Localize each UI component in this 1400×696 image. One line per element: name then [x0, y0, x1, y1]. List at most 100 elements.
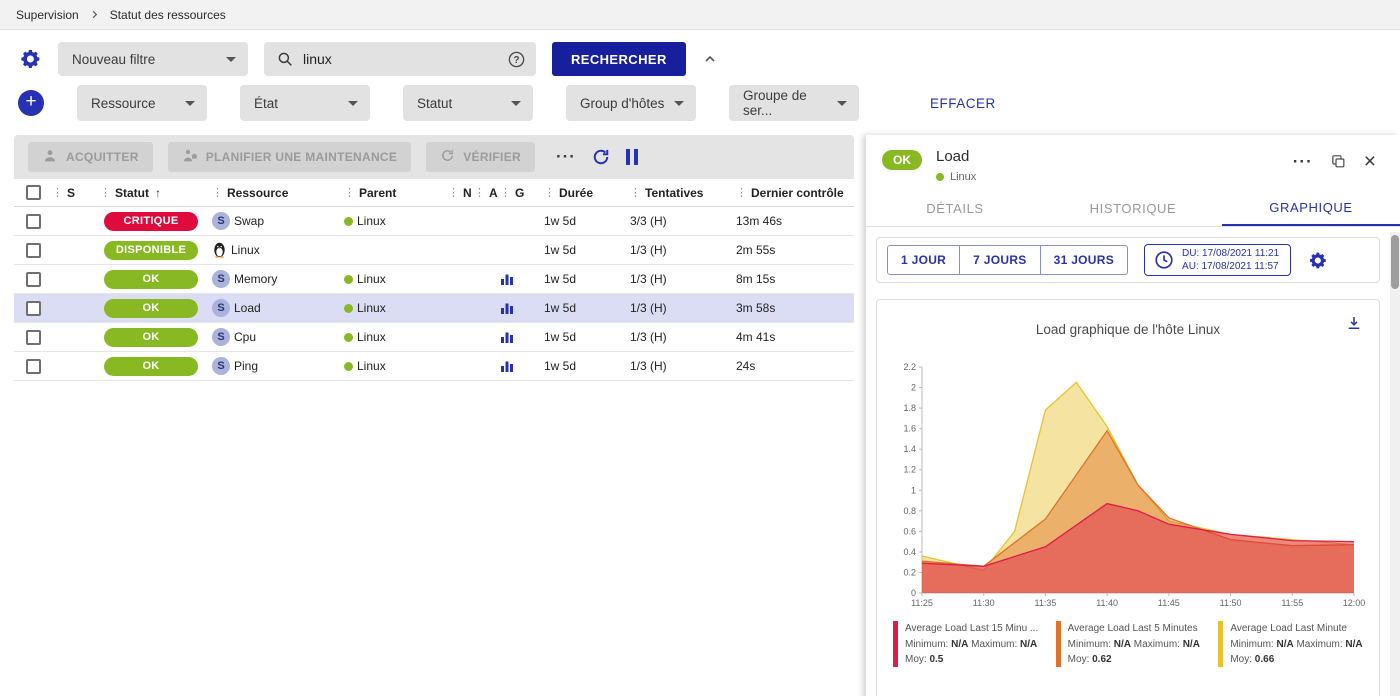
column-drag-handle-icon[interactable]: ⋮ — [448, 186, 459, 199]
search-button[interactable]: RECHERCHER — [552, 42, 686, 76]
criteria-label: État — [254, 96, 278, 111]
svg-text:1.6: 1.6 — [903, 424, 916, 434]
range-button-1[interactable]: 1 JOUR — [887, 245, 960, 275]
breadcrumb-item-supervision[interactable]: Supervision — [16, 8, 79, 22]
column-header-7[interactable]: ⋮G — [498, 179, 542, 206]
legend-min-max: Minimum: N/A Maximum: N/A — [905, 637, 1038, 653]
table-row[interactable]: OKSMemoryLinux1w 5d1/3 (H)8m 15s — [14, 265, 854, 294]
criteria-select-group-hotes[interactable]: Group d'hôtes — [566, 85, 696, 121]
breadcrumb: Supervision Statut des ressources — [0, 0, 1400, 30]
filter-area: Nouveau filtre ? RECHERCHER + Ressource … — [0, 30, 1400, 135]
duration-value: 1w 5d — [544, 272, 576, 286]
criteria-label: Group d'hôtes — [580, 96, 664, 111]
table-header-row: ⋮S⋮Statut↑⋮Ressource⋮Parent⋮N⋮A⋮G⋮Durée⋮… — [14, 179, 854, 207]
svg-text:11:50: 11:50 — [1220, 598, 1242, 608]
column-drag-handle-icon[interactable]: ⋮ — [212, 186, 223, 199]
caret-down-icon — [511, 101, 521, 106]
column-header-8[interactable]: ⋮Durée — [542, 179, 628, 206]
caret-down-icon — [226, 57, 236, 62]
column-drag-handle-icon[interactable]: ⋮ — [544, 186, 555, 199]
table-row[interactable]: OKSLoadLinux1w 5d1/3 (H)3m 58s — [14, 294, 854, 323]
row-checkbox[interactable] — [26, 359, 41, 374]
parent-status-dot — [344, 275, 353, 284]
column-drag-handle-icon[interactable]: ⋮ — [474, 186, 485, 199]
panel-content: 1 JOUR7 JOURS31 JOURS DU: 17/08/2021 11:… — [866, 227, 1400, 696]
download-graph-icon[interactable] — [1345, 314, 1363, 337]
close-panel-icon[interactable]: × — [1364, 151, 1376, 172]
legend-color-bar — [1218, 621, 1223, 667]
row-checkbox[interactable] — [26, 214, 41, 229]
check-button[interactable]: VÉRIFIER — [426, 142, 535, 172]
table-row[interactable]: OKSPingLinux1w 5d1/3 (H)24s — [14, 352, 854, 381]
column-header-5[interactable]: ⋮N — [446, 179, 472, 206]
pause-icon[interactable] — [626, 149, 638, 165]
range-button-3[interactable]: 31 JOURS — [1041, 245, 1128, 275]
sort-ascending-icon[interactable]: ↑ — [155, 186, 161, 200]
column-label: Tentatives — [645, 186, 703, 200]
tab-historique[interactable]: HISTORIQUE — [1044, 190, 1222, 226]
tab-details[interactable]: DÉTAILS — [866, 190, 1044, 226]
column-drag-handle-icon[interactable]: ⋮ — [100, 186, 111, 199]
parent-status-dot — [344, 217, 353, 226]
saved-filter-select[interactable]: Nouveau filtre — [58, 42, 248, 76]
check-label: VÉRIFIER — [463, 150, 521, 164]
graph-icon[interactable] — [500, 330, 514, 344]
panel-scrollbar-thumb[interactable] — [1391, 235, 1399, 289]
chevron-right-icon — [89, 9, 100, 20]
column-drag-handle-icon[interactable]: ⋮ — [52, 186, 63, 199]
caret-down-icon — [348, 101, 358, 106]
column-drag-handle-icon[interactable]: ⋮ — [630, 186, 641, 199]
last-check-value: 3m 58s — [736, 301, 775, 315]
tab-graphique[interactable]: GRAPHIQUE — [1222, 190, 1400, 226]
legend-item[interactable]: Average Load Last 15 Minu ...Minimum: N/… — [893, 621, 1046, 668]
refresh-icon[interactable] — [591, 147, 611, 167]
maintenance-button[interactable]: PLANIFIER UNE MAINTENANCE — [168, 142, 412, 172]
panel-more-actions-icon[interactable]: ··· — [1293, 152, 1313, 172]
clear-filters-button[interactable]: EFFACER — [930, 96, 996, 111]
row-checkbox[interactable] — [26, 301, 41, 316]
column-drag-handle-icon[interactable]: ⋮ — [500, 186, 511, 199]
help-icon[interactable]: ? — [507, 50, 526, 69]
filter-settings-gear-icon[interactable] — [18, 47, 42, 71]
column-header-1[interactable]: ⋮S — [50, 179, 98, 206]
row-checkbox[interactable] — [26, 243, 41, 258]
criteria-select-statut[interactable]: Statut — [403, 85, 533, 121]
graph-icon[interactable] — [500, 272, 514, 286]
criteria-select-groupe-services[interactable]: Groupe de ser... — [729, 85, 859, 121]
breadcrumb-item-current[interactable]: Statut des ressources — [110, 8, 226, 22]
tries-value: 1/3 (H) — [630, 272, 667, 286]
select-all-checkbox[interactable] — [26, 185, 41, 200]
column-drag-handle-icon[interactable]: ⋮ — [344, 186, 355, 199]
column-header-4[interactable]: ⋮Parent — [342, 179, 446, 206]
table-row[interactable]: OKSCpuLinux1w 5d1/3 (H)4m 41s — [14, 323, 854, 352]
column-header-10[interactable]: ⋮Dernier contrôle — [734, 179, 854, 206]
search-input[interactable] — [303, 51, 498, 67]
criteria-select-ressource[interactable]: Ressource — [77, 85, 207, 121]
table-row[interactable]: DISPONIBLELinux1w 5d1/3 (H)2m 55s — [14, 236, 854, 265]
add-criteria-button[interactable]: + — [18, 90, 44, 116]
acknowledge-button[interactable]: ACQUITTER — [28, 142, 153, 172]
column-header-3[interactable]: ⋮Ressource — [210, 179, 342, 206]
column-header-2[interactable]: ⋮ Statut ↑ — [98, 179, 210, 206]
more-actions-icon[interactable]: ··· — [556, 147, 576, 167]
copy-link-icon[interactable] — [1330, 153, 1347, 170]
legend-item[interactable]: Average Load Last 5 MinutesMinimum: N/A … — [1056, 621, 1209, 668]
criteria-select-etat[interactable]: État — [240, 85, 370, 121]
collapse-filters-chevron-icon[interactable] — [702, 51, 718, 67]
graph-settings-gear-icon[interactable] — [1307, 250, 1328, 271]
row-checkbox[interactable] — [26, 330, 41, 345]
table-row[interactable]: CRITIQUESSwapLinux1w 5d3/3 (H)13m 46s — [14, 207, 854, 236]
row-checkbox[interactable] — [26, 272, 41, 287]
graph-icon[interactable] — [500, 359, 514, 373]
graph-icon[interactable] — [500, 301, 514, 315]
date-to: AU: 17/08/2021 11:57 — [1182, 260, 1279, 273]
range-button-2[interactable]: 7 JOURS — [960, 245, 1040, 275]
column-label: Statut — [115, 186, 149, 200]
date-range-picker[interactable]: DU: 17/08/2021 11:21 AU: 17/08/2021 11:5… — [1144, 244, 1291, 276]
column-drag-handle-icon[interactable]: ⋮ — [736, 186, 747, 199]
column-header-9[interactable]: ⋮ Tentatives — [628, 179, 734, 206]
column-header-6[interactable]: ⋮A — [472, 179, 498, 206]
panel-scrollbar[interactable] — [1390, 232, 1400, 696]
service-icon: S — [212, 299, 230, 317]
legend-item[interactable]: Average Load Last MinuteMinimum: N/A Max… — [1218, 621, 1371, 668]
